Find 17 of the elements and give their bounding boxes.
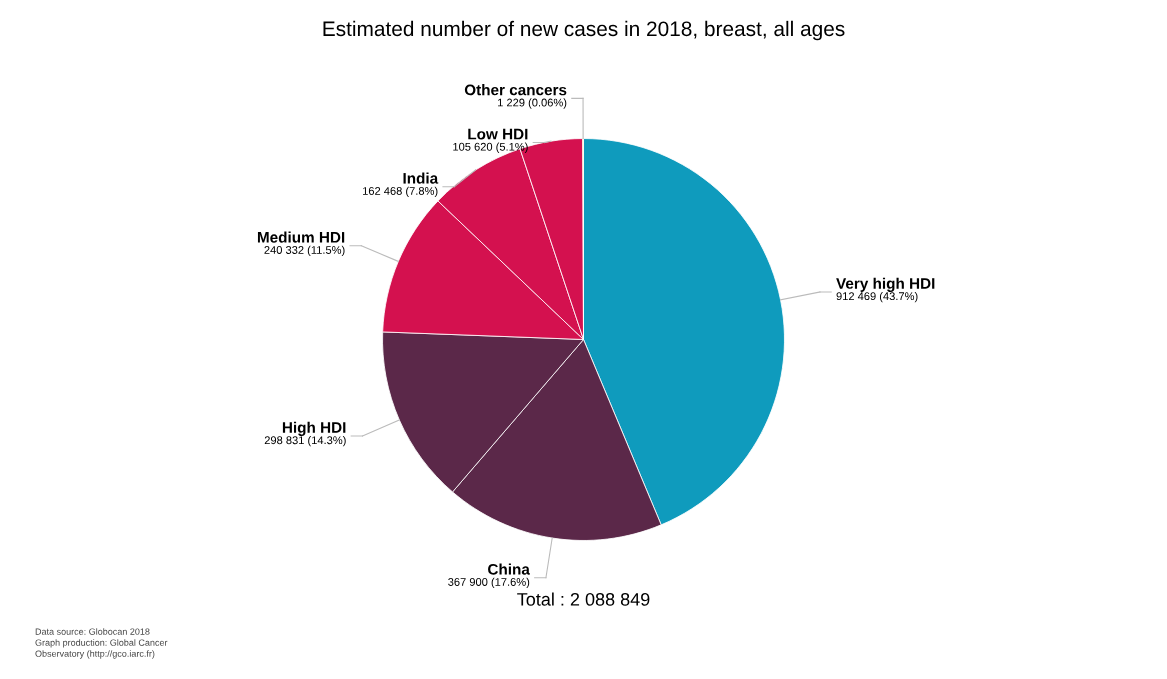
slice-label: Very high HDI [836, 277, 935, 292]
slice-label: Medium HDI [257, 231, 345, 243]
slice-label: India [403, 172, 439, 184]
data-label: 1 229 (0.06%) [498, 98, 567, 109]
data-label: 105 620 (5.1%) [453, 142, 528, 153]
slice-label: High HDI [282, 421, 346, 436]
chart-title: Estimated number of new cases in 2018, breast, all ages [323, 20, 845, 41]
data-label: 912 469 (43.7%) [836, 291, 918, 303]
slice-label: China [488, 563, 530, 575]
slice-label: Low HDI [468, 128, 528, 140]
text: Total : 2 088 849 [517, 592, 650, 606]
data-label: 240 332 (11.5%) [264, 245, 345, 257]
source-note: Data source: Globocan 2018 Graph production: Global Cancer Observatory (http://gco.iarc.fr) [35, 628, 168, 659]
data-label: 367 900 (17.6%) [448, 577, 530, 589]
slice-label: Other cancers [464, 84, 567, 96]
data-label: 298 831 (14.3%) [264, 436, 346, 447]
data-label: 162 468 (7.8%) [363, 186, 438, 198]
